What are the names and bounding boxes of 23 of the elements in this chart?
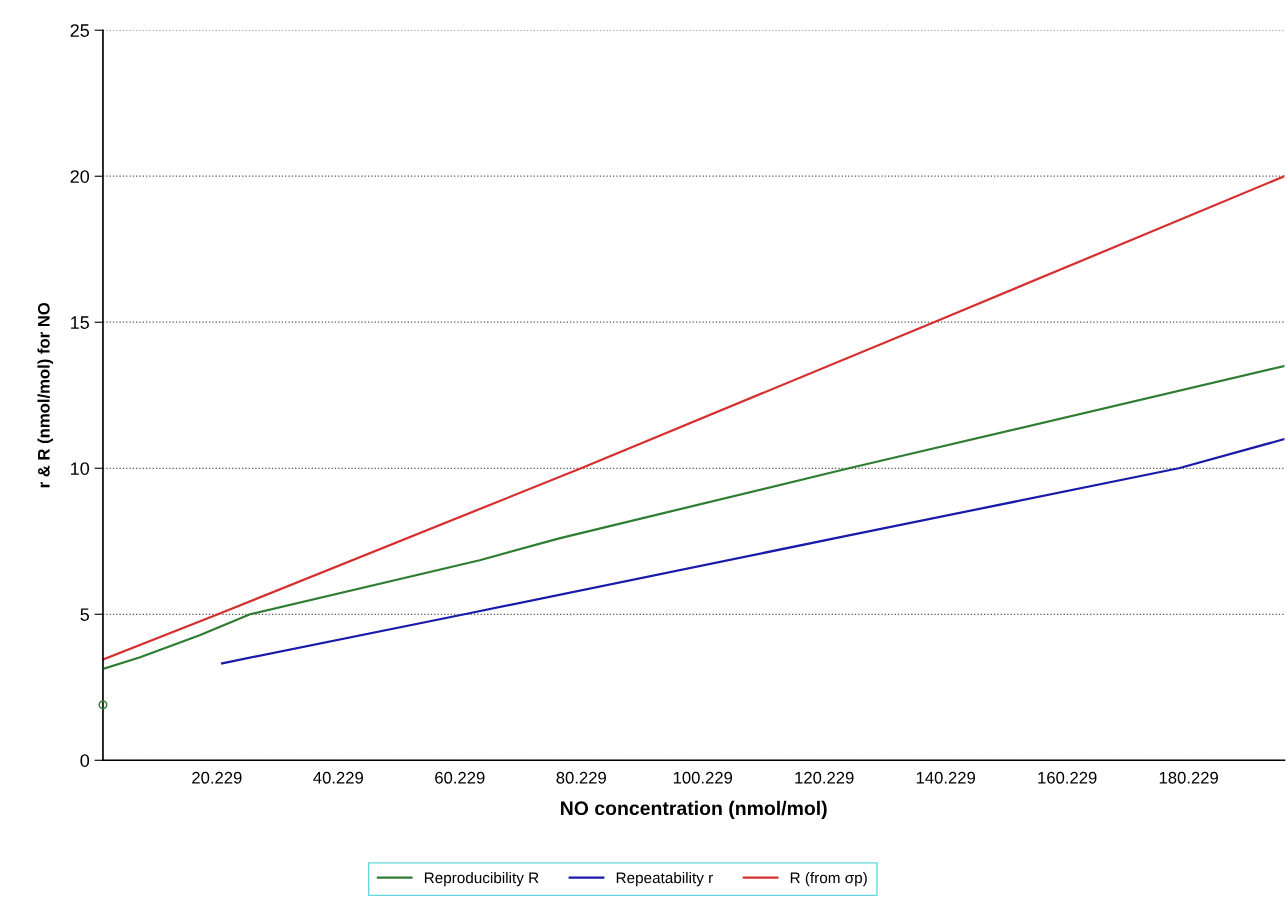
legend-label: Repeatability r	[616, 871, 713, 887]
x-tick-label: 60.229	[435, 771, 485, 784]
legend-label: Reproducibility R	[424, 871, 539, 887]
line-series	[102, 175, 1285, 661]
x-tick-label: 100.229	[673, 771, 733, 784]
y-tick-label: 25	[70, 24, 90, 37]
x-tick-label: 80.229	[556, 771, 606, 784]
y-tick-label: 20	[70, 170, 90, 183]
x-tick-label: 140.229	[916, 771, 976, 784]
x-tick-label: 120.229	[795, 771, 854, 784]
y-tick-label: 0	[80, 754, 90, 767]
y-tick-label: 10	[71, 462, 90, 475]
legend-label: R (from σp)	[790, 871, 867, 887]
line-series	[221, 437, 1285, 665]
x-tick-label: 160.229	[1038, 771, 1097, 784]
y-tick-label: 5	[80, 608, 90, 621]
x-tick-label: 40.229	[313, 771, 364, 784]
y-tick-label: 15	[71, 316, 90, 329]
x-tick-label: 180.229	[1159, 771, 1218, 784]
y-axis-title: r & R (nmol/mol) for NO	[37, 302, 54, 488]
x-tick-label: 20.229	[192, 771, 242, 784]
x-axis-title: NO concentration (nmol/mol)	[561, 800, 827, 819]
line-series	[103, 364, 1285, 670]
